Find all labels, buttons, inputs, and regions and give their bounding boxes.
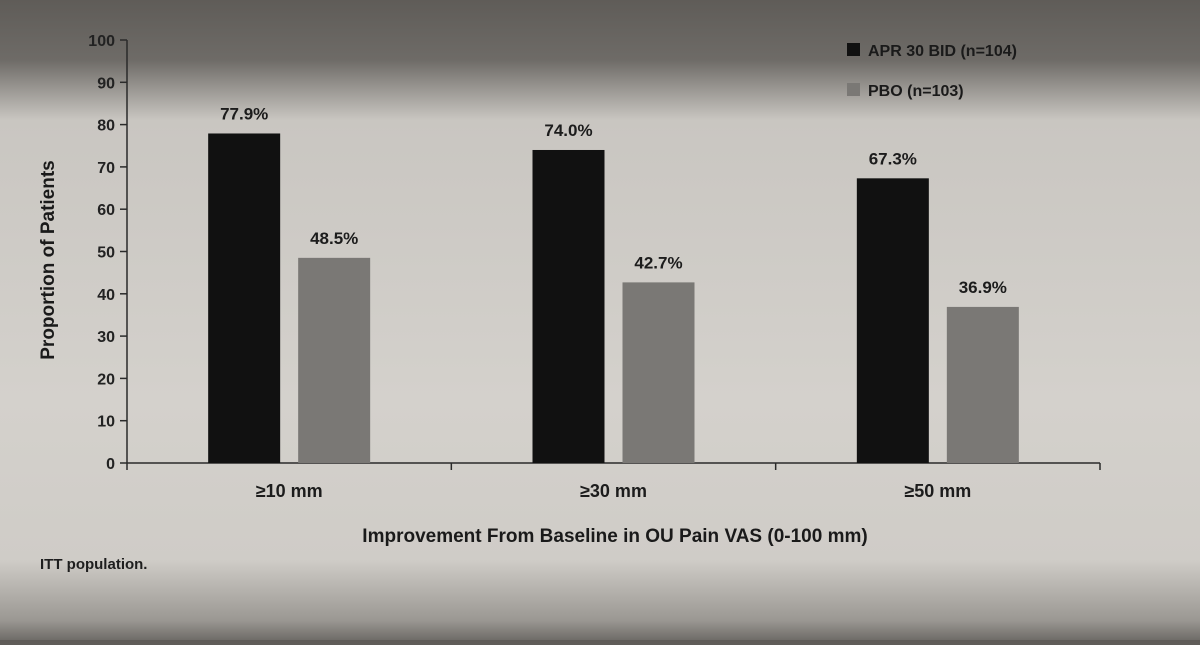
chart-legend: APR 30 BID (n=104) PBO (n=103)	[847, 43, 1017, 100]
y-tick-label: 60	[97, 202, 115, 219]
y-tick-label: 40	[97, 287, 115, 304]
bar-apr	[856, 178, 929, 464]
bar-apr	[208, 133, 281, 463]
legend-swatch	[847, 43, 860, 56]
chart-bars	[208, 133, 1019, 464]
y-tick-label: 30	[97, 329, 115, 346]
y-tick-label: 80	[97, 118, 115, 135]
legend-label: PBO (n=103)	[868, 83, 964, 100]
bar-pbo	[946, 306, 1019, 463]
bar-pbo	[622, 282, 695, 463]
x-axis-title: Improvement From Baseline in OU Pain VAS…	[362, 526, 867, 547]
legend-label: APR 30 BID (n=104)	[868, 43, 1017, 60]
bar-apr	[532, 149, 605, 464]
data-label: 67.3%	[869, 149, 917, 168]
data-label: 74.0%	[544, 121, 592, 140]
data-label: 36.9%	[959, 278, 1007, 297]
x-category-label: ≥50 mm	[904, 481, 971, 501]
footnote: ITT population.	[40, 556, 148, 573]
data-label: 48.5%	[310, 229, 358, 248]
chart-value-labels: 77.9% 48.5% 74.0% 42.7% 67.3% 36.9%	[220, 104, 1007, 296]
data-label: 77.9%	[220, 104, 268, 123]
y-tick-label: 50	[97, 245, 115, 262]
x-category-label: ≥10 mm	[256, 481, 323, 501]
bar-pbo	[298, 257, 371, 463]
y-axis-title: Proportion of Patients	[38, 160, 59, 360]
legend-swatch	[847, 83, 860, 96]
x-category-label: ≥30 mm	[580, 481, 647, 501]
y-tick-label: 0	[106, 456, 115, 473]
data-label: 42.7%	[634, 253, 682, 272]
chart-axes: 0 10 20 30 40 50 60 70 80 90 100 ≥10 mm ≥30 mm ≥50 mm	[88, 33, 1101, 501]
y-tick-label: 20	[97, 371, 115, 388]
y-tick-label: 10	[97, 414, 115, 431]
y-tick-label: 100	[88, 33, 115, 50]
y-tick-label: 90	[97, 75, 115, 92]
y-tick-label: 70	[97, 160, 115, 177]
